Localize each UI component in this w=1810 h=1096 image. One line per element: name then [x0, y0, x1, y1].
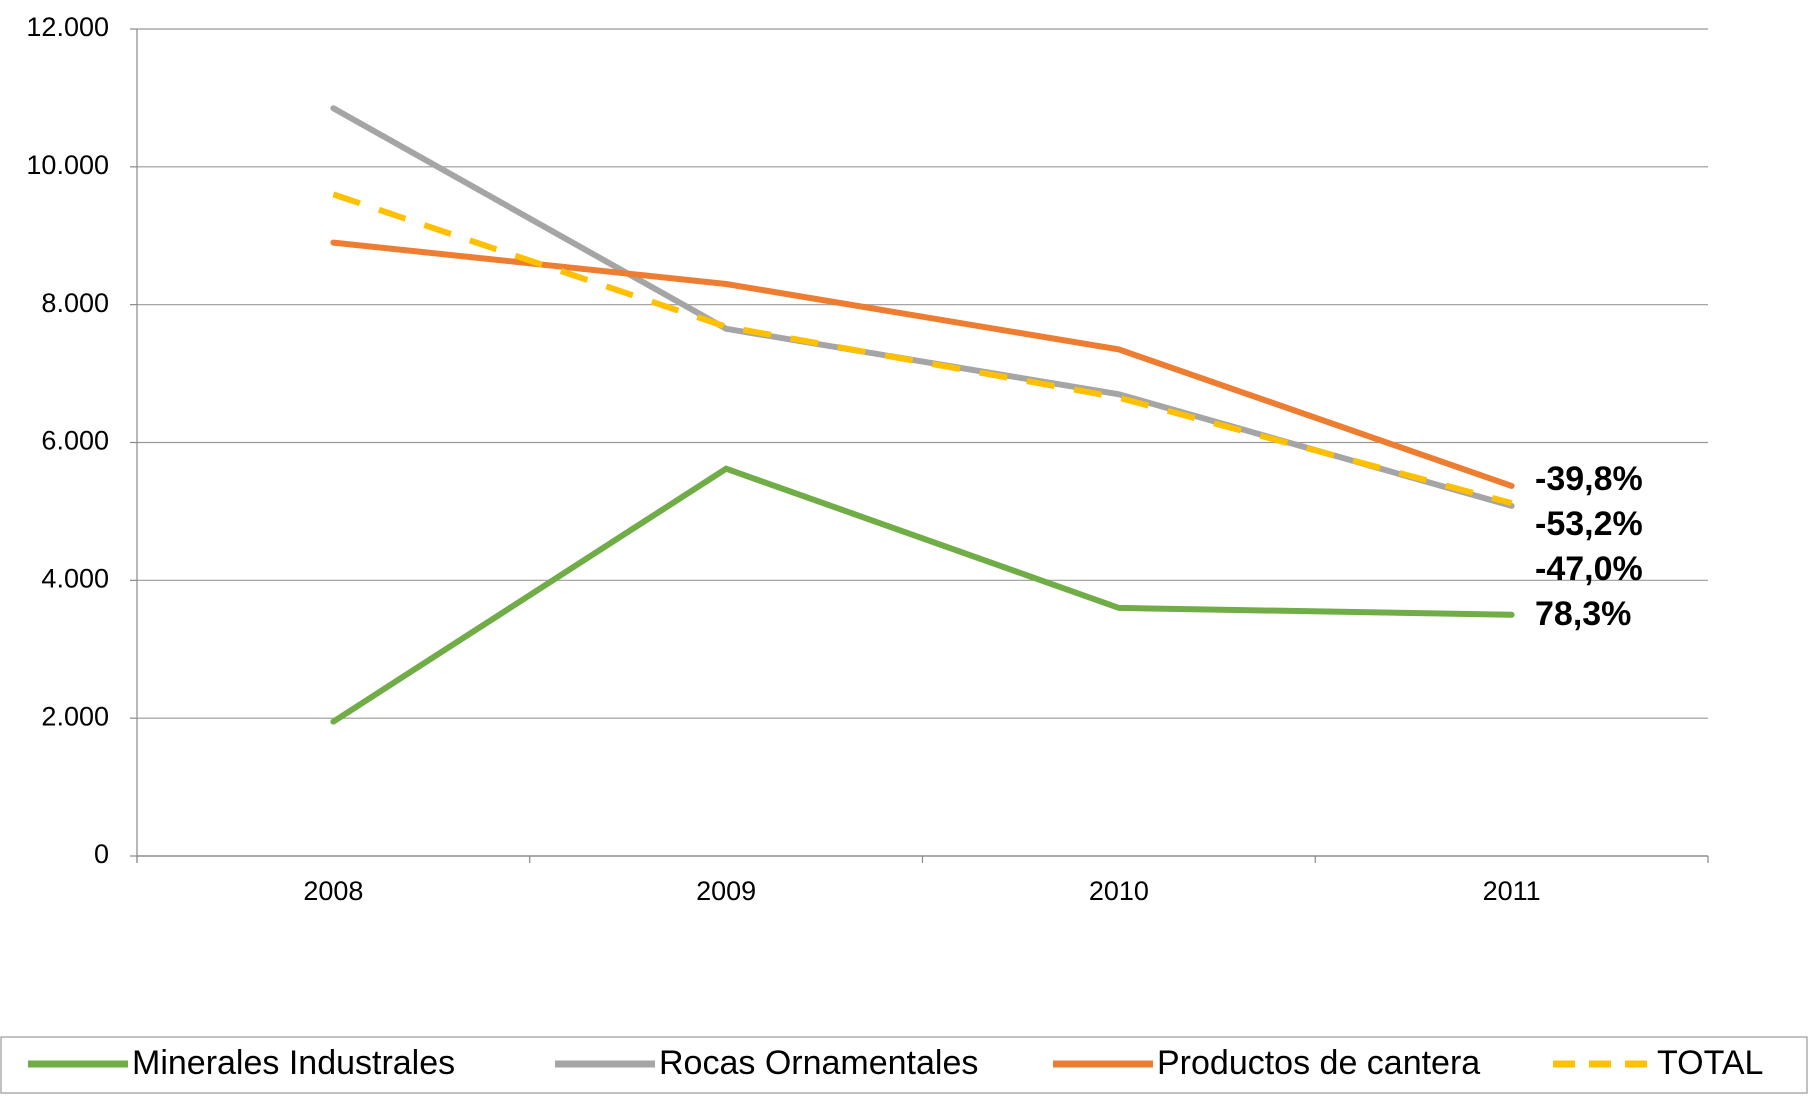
y-tick-label: 8.000	[41, 288, 109, 318]
annotation: -47,0%	[1535, 550, 1643, 588]
annotation: 78,3%	[1535, 595, 1631, 633]
legend-label: TOTAL	[1657, 1044, 1763, 1082]
legend-label: Rocas Ornamentales	[659, 1044, 978, 1082]
series-line	[330, 465, 1515, 725]
series-line	[332, 191, 1513, 507]
y-tick-label: 12.000	[26, 12, 109, 42]
y-tick-label: 4.000	[41, 563, 109, 593]
legend-box	[0, 1036, 1808, 1094]
y-tick-label: 10.000	[26, 150, 109, 180]
annotation: -39,8%	[1535, 460, 1643, 498]
x-tick-label: 2009	[696, 876, 756, 906]
x-tick-label: 2011	[1483, 876, 1541, 906]
series-line	[330, 105, 1515, 509]
x-tick-label: 2010	[1089, 876, 1149, 906]
y-tick-label: 6.000	[41, 426, 109, 456]
legend-label: Productos de cantera	[1157, 1044, 1480, 1082]
legend-label: Minerales Industrales	[132, 1044, 455, 1082]
y-tick-label: 2.000	[41, 701, 109, 731]
annotation: -53,2%	[1535, 505, 1643, 543]
x-tick-label: 2008	[303, 876, 363, 906]
y-tick-label: 0	[94, 839, 109, 869]
